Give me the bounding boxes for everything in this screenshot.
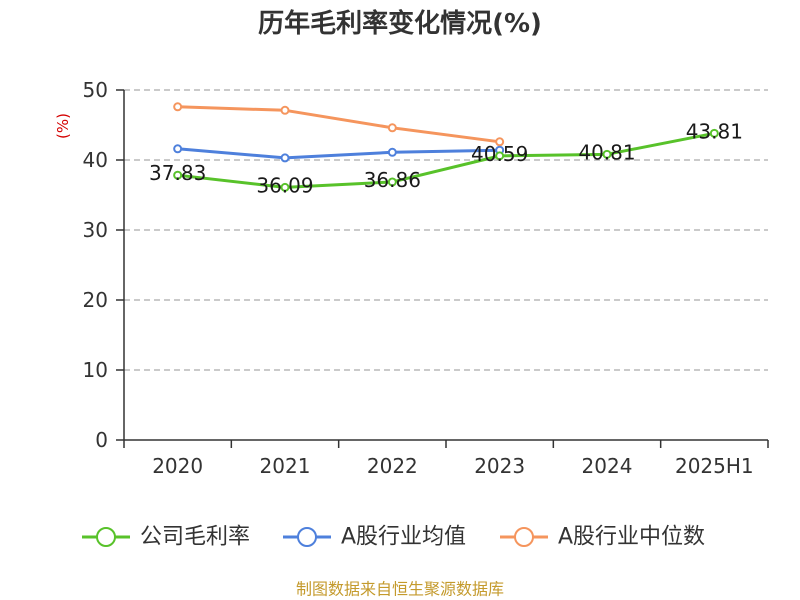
source-note: 制图数据来自恒生聚源数据库	[296, 580, 504, 599]
legend-item-industry-average[interactable]: A股行业均值	[283, 525, 466, 550]
y-tick-label: 20	[83, 288, 108, 312]
x-tick-label: 2020	[152, 454, 203, 478]
data-point[interactable]	[280, 105, 290, 115]
data-point[interactable]	[387, 177, 397, 187]
axes: 0 10 20 30 40 50 2020 2021 2022 2023 2024 2025H1	[83, 78, 769, 478]
data-point[interactable]	[387, 123, 397, 133]
legend-label: A股行业中位数	[558, 525, 705, 550]
x-tick-label: 2025H1	[675, 454, 754, 478]
series-0	[173, 128, 719, 192]
legend-label: 公司毛利率	[140, 525, 250, 550]
data-point[interactable]	[173, 102, 183, 112]
data-point[interactable]	[387, 147, 397, 157]
series-layer	[173, 102, 719, 192]
data-point[interactable]	[280, 153, 290, 163]
x-tick-label: 2024	[582, 454, 633, 478]
legend-circle-icon	[297, 527, 317, 547]
grid-lines	[124, 89, 768, 371]
legend-circle-icon	[514, 527, 534, 547]
series-2	[173, 102, 505, 147]
y-tick-label: 10	[83, 358, 108, 382]
series-line	[176, 105, 502, 144]
y-tick-label: 40	[83, 148, 108, 172]
data-point[interactable]	[173, 144, 183, 154]
data-point[interactable]	[602, 149, 612, 159]
y-tick-label: 30	[83, 218, 108, 242]
data-label: 37.83	[149, 161, 206, 185]
legend-item-industry-median[interactable]: A股行业中位数	[500, 525, 705, 550]
legend-label: A股行业均值	[341, 525, 466, 550]
y-tick-label: 50	[83, 78, 108, 102]
x-tick-label: 2021	[260, 454, 311, 478]
chart-title: 历年毛利率变化情况(%)	[258, 8, 542, 39]
data-label: 36.86	[364, 168, 421, 192]
x-tick-label: 2022	[367, 454, 418, 478]
legend: 公司毛利率 A股行业均值 A股行业中位数	[82, 525, 705, 550]
data-label: 40.59	[471, 142, 528, 166]
data-point[interactable]	[173, 170, 183, 180]
data-labels: 37.83 36.09 36.86 40.59 40.81 43.81	[149, 119, 743, 197]
legend-item-company-gross-margin[interactable]: 公司毛利率	[82, 525, 250, 550]
data-label: 40.81	[578, 140, 635, 164]
series-1	[173, 144, 505, 163]
data-label: 43.81	[686, 119, 743, 143]
y-axis-label: (%)	[54, 113, 72, 139]
series-line	[176, 131, 716, 189]
data-point[interactable]	[709, 128, 719, 138]
x-tick-label: 2023	[474, 454, 525, 478]
data-point[interactable]	[495, 137, 505, 147]
data-label: 36.09	[256, 173, 313, 197]
y-tick-label: 0	[95, 428, 108, 452]
legend-circle-icon	[96, 527, 116, 547]
data-point[interactable]	[495, 151, 505, 161]
data-point[interactable]	[280, 182, 290, 192]
series-line	[176, 147, 502, 160]
